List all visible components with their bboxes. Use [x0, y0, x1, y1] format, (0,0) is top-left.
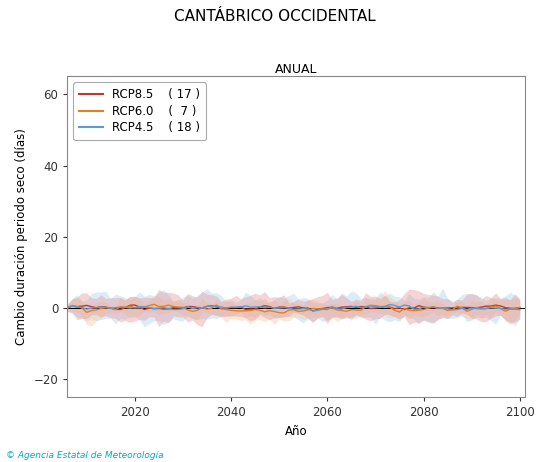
Y-axis label: Cambio duración periodo seco (días): Cambio duración periodo seco (días): [15, 128, 28, 345]
Legend: RCP8.5    ( 17 ), RCP6.0    (  7 ), RCP4.5    ( 18 ): RCP8.5 ( 17 ), RCP6.0 ( 7 ), RCP4.5 ( 18…: [73, 82, 206, 140]
X-axis label: Año: Año: [285, 425, 307, 438]
Text: © Agencia Estatal de Meteorología: © Agencia Estatal de Meteorología: [6, 451, 163, 460]
Text: CANTÁBRICO OCCIDENTAL: CANTÁBRICO OCCIDENTAL: [174, 9, 376, 24]
Title: ANUAL: ANUAL: [274, 63, 317, 77]
